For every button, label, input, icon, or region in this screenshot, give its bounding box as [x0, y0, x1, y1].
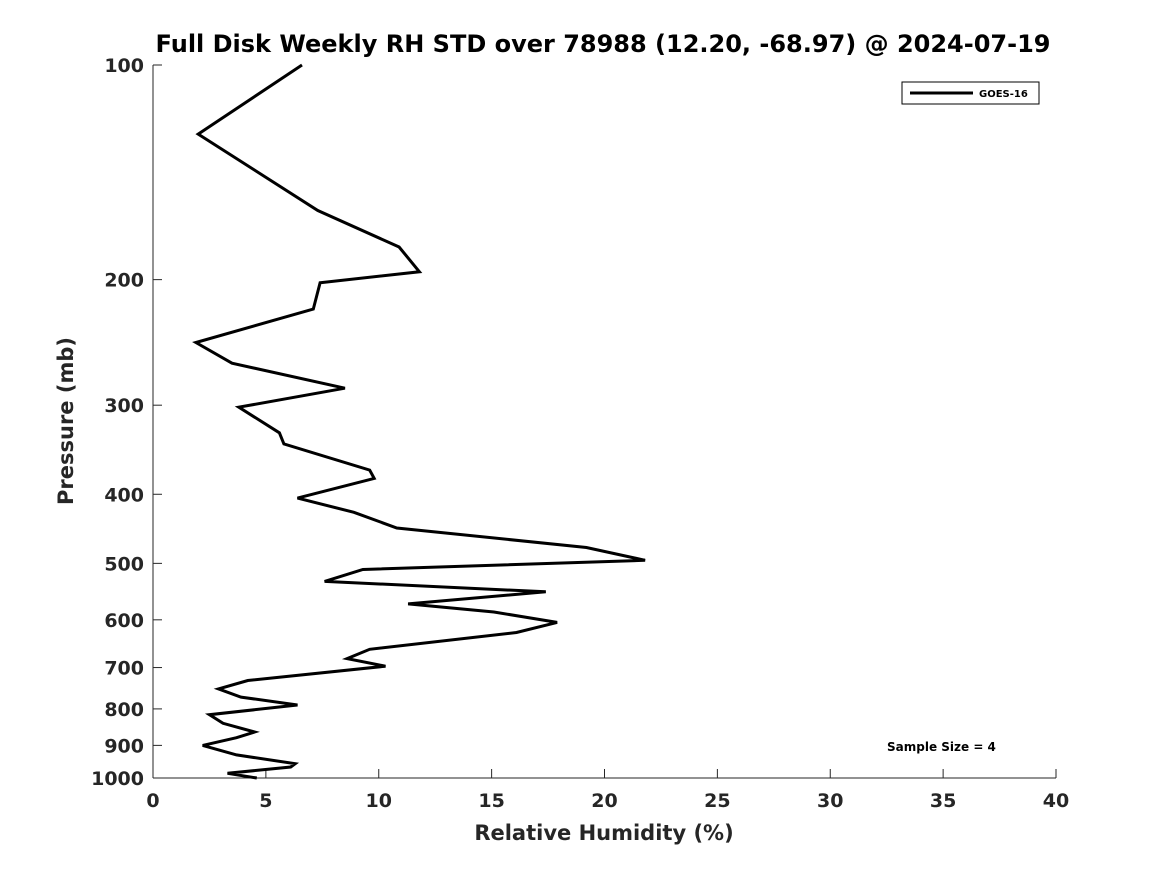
x-tick-label: 0: [146, 790, 159, 812]
sample-size-annotation: Sample Size = 4: [887, 740, 996, 754]
y-tick-label: 600: [104, 610, 144, 632]
y-tick-label: 200: [104, 270, 144, 292]
y-tick-label: 100: [104, 55, 144, 77]
x-tick-label: 15: [478, 790, 504, 812]
x-tick-label: 5: [259, 790, 272, 812]
x-tick-label: 35: [930, 790, 956, 812]
series-line-goes-16: [192, 63, 646, 780]
y-tick-label: 400: [104, 484, 144, 506]
tick-group: 0 5 10 15 20 25 30 35 40 100 200 300 400 500 600 700 800…: [91, 55, 1069, 812]
series-layer: [192, 63, 646, 780]
legend: GOES-16: [901, 81, 1040, 105]
legend-label-goes-16: GOES-16: [979, 89, 1028, 100]
x-tick-label: 25: [704, 790, 730, 812]
plot-area: [153, 65, 1056, 778]
y-tick-label: 300: [104, 395, 144, 417]
x-axis-label: Relative Humidity (%): [474, 821, 733, 845]
y-tick-label: 800: [104, 699, 144, 721]
y-tick-label: 1000: [91, 768, 144, 790]
y-axis-label: Pressure (mb): [54, 337, 78, 505]
x-tick-label: 30: [817, 790, 843, 812]
y-tick-label: 900: [104, 735, 144, 757]
chart-title: Full Disk Weekly RH STD over 78988 (12.2…: [156, 30, 1051, 58]
x-tick-label: 40: [1043, 790, 1069, 812]
x-tick-label: 10: [366, 790, 392, 812]
y-tick-label: 700: [104, 658, 144, 680]
y-tick-label: 500: [104, 553, 144, 575]
x-tick-label: 20: [591, 790, 617, 812]
